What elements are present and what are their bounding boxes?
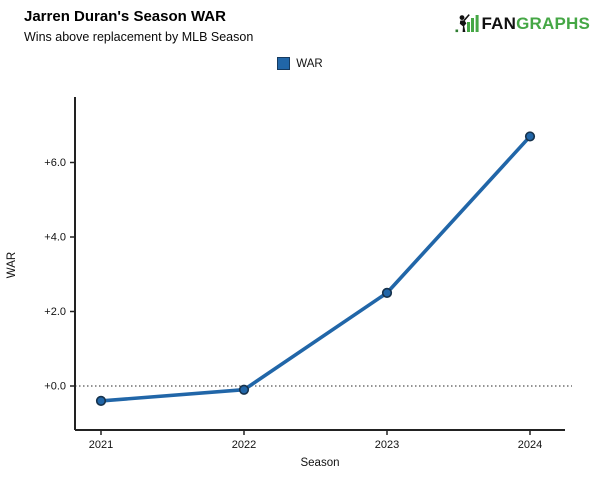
- y-axis-title: WAR: [6, 252, 18, 278]
- fangraphs-wordmark: FANGRAPHS: [481, 15, 590, 32]
- x-tick-label: 2024: [518, 439, 542, 451]
- data-point-2023[interactable]: [381, 287, 393, 298]
- legend-item-war[interactable]: WAR: [277, 57, 323, 70]
- x-tick-label: 2021: [89, 439, 113, 451]
- y-tick-label: +2.0: [44, 306, 66, 318]
- logo-fan-text: FAN: [481, 13, 517, 33]
- title-block: Jarren Duran's Season WAR Wins above rep…: [24, 8, 253, 45]
- logo-graphs-text: GRAPHS: [516, 13, 590, 33]
- chart-plot-area: +0.0 +2.0 +4.0 +6.0 2021 2022 2023 2024 WAR Se…: [0, 90, 600, 481]
- data-point-2024[interactable]: [524, 131, 536, 142]
- chart-legend: WAR: [0, 57, 600, 70]
- x-tick-label: 2023: [375, 439, 399, 451]
- y-tick-label: +4.0: [44, 232, 66, 244]
- data-point-2022[interactable]: [238, 384, 250, 395]
- fangraphs-logo[interactable]: FANGRAPHS: [455, 13, 590, 33]
- war-series-line: [99, 134, 532, 403]
- data-point-2021[interactable]: [95, 395, 107, 407]
- chart-title: Jarren Duran's Season WAR: [24, 8, 226, 25]
- y-tick-label: +0.0: [44, 381, 66, 393]
- x-tick-label: 2022: [232, 439, 256, 451]
- fangraphs-batter-icon: [455, 13, 480, 33]
- legend-label: WAR: [296, 57, 323, 70]
- legend-swatch-icon: [277, 57, 291, 70]
- x-axis-title: Season: [300, 457, 339, 469]
- y-tick-label: +6.0: [44, 157, 66, 169]
- chart-subtitle: Wins above replacement by MLB Season: [24, 29, 254, 44]
